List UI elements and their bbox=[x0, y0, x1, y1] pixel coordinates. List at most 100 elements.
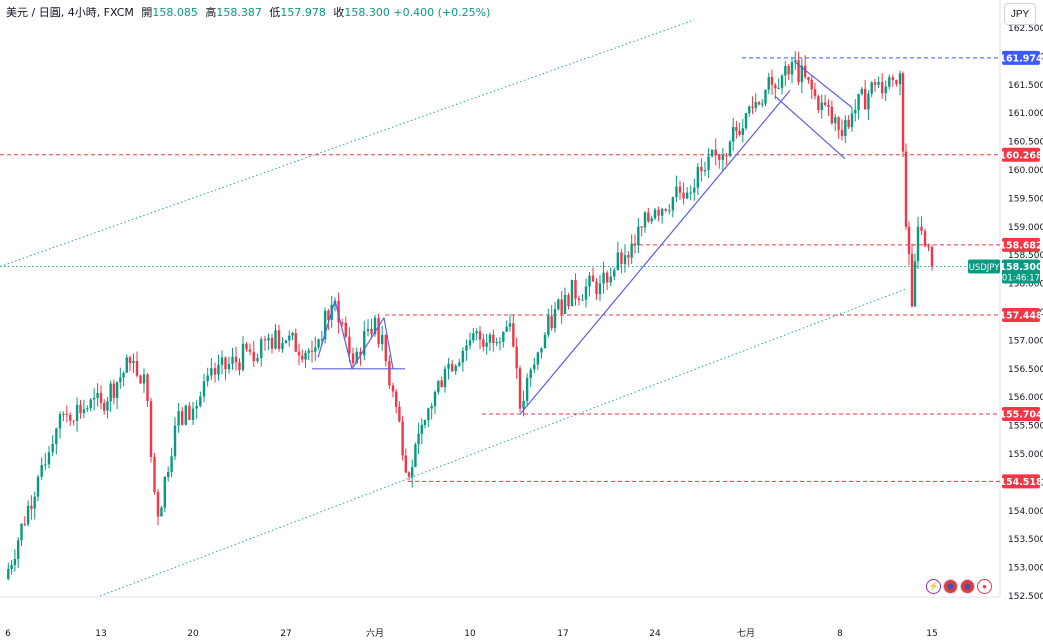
candle-body bbox=[735, 127, 738, 131]
candle-body bbox=[317, 339, 320, 348]
candle-body bbox=[522, 400, 525, 409]
candle-body bbox=[260, 339, 263, 358]
candle-body bbox=[274, 330, 277, 349]
candle-body bbox=[252, 351, 255, 362]
candle-body bbox=[281, 342, 284, 350]
candle-body bbox=[231, 356, 234, 364]
candle-body bbox=[55, 428, 58, 444]
lightning-icon[interactable]: ⚡ bbox=[926, 579, 941, 594]
x-tick-label: 24 bbox=[649, 629, 661, 639]
candle-body bbox=[373, 317, 377, 334]
candle-body bbox=[398, 406, 401, 422]
candle-body bbox=[40, 465, 43, 477]
candle-body bbox=[916, 226, 920, 262]
candle-body bbox=[461, 350, 465, 363]
candle-body bbox=[395, 391, 398, 407]
candle-body bbox=[366, 329, 370, 332]
candle-body bbox=[241, 343, 245, 371]
candle-body bbox=[82, 409, 86, 414]
candle-body bbox=[913, 261, 917, 307]
candle-body bbox=[381, 335, 384, 344]
candle-body bbox=[495, 342, 498, 344]
candle-body bbox=[423, 419, 427, 425]
candle-body bbox=[518, 368, 522, 409]
candle-body bbox=[75, 404, 79, 421]
price-level-value: 154.518 bbox=[999, 477, 1043, 488]
candle-body bbox=[748, 106, 751, 114]
candle-body bbox=[128, 357, 132, 364]
x-tick-label: 15 bbox=[926, 629, 937, 639]
candle-body bbox=[132, 360, 135, 364]
candle-body bbox=[820, 102, 823, 110]
channel-upper-line bbox=[0, 19, 695, 268]
y-tick-label: 154.000 bbox=[1008, 507, 1043, 517]
price-level-value: 160.268 bbox=[999, 150, 1043, 161]
candle-body bbox=[767, 76, 770, 90]
candle-body bbox=[718, 154, 721, 160]
y-tick-label: 158.500 bbox=[1008, 251, 1043, 261]
candle-body bbox=[813, 89, 817, 97]
candle-body bbox=[199, 396, 202, 407]
candle-body bbox=[213, 368, 217, 375]
candle-body bbox=[757, 102, 761, 105]
candle-body bbox=[623, 255, 627, 264]
candle-body bbox=[404, 455, 407, 473]
candle-body bbox=[754, 102, 757, 108]
candle-body bbox=[870, 82, 873, 94]
candle-body bbox=[653, 209, 657, 219]
y-tick-label: 153.000 bbox=[1008, 564, 1043, 574]
candle-body bbox=[547, 315, 550, 335]
wedge-lower-line bbox=[774, 95, 846, 160]
candle-body bbox=[320, 339, 324, 341]
candle-body bbox=[181, 411, 184, 425]
candle-body bbox=[685, 192, 689, 199]
y-tick-label: 160.500 bbox=[1008, 138, 1043, 148]
candle-body bbox=[125, 357, 128, 373]
candle-body bbox=[640, 226, 643, 228]
candle-body bbox=[744, 113, 748, 129]
candle-body bbox=[550, 315, 553, 329]
candle-body bbox=[613, 270, 616, 277]
candle-body bbox=[17, 540, 20, 560]
candle-body bbox=[447, 363, 450, 369]
candle-body bbox=[304, 352, 307, 360]
candle-body bbox=[163, 476, 166, 508]
candle-body bbox=[51, 443, 54, 453]
candle-body bbox=[92, 397, 96, 400]
price-level-value: 161.974 bbox=[999, 53, 1043, 64]
candle-body bbox=[427, 408, 430, 420]
candle-body bbox=[440, 380, 443, 387]
candle-body bbox=[570, 279, 574, 307]
candle-body bbox=[529, 369, 532, 379]
candle-body bbox=[142, 374, 146, 384]
candle-body bbox=[668, 210, 671, 212]
candle-body bbox=[560, 299, 563, 315]
candle-body bbox=[348, 336, 351, 354]
candle-body bbox=[401, 421, 404, 456]
candle-body bbox=[465, 345, 468, 351]
candle-body bbox=[99, 392, 103, 403]
countdown-timer: 01:46:17 bbox=[1002, 274, 1040, 284]
currency-button[interactable]: JPY bbox=[1004, 3, 1036, 25]
candle-body bbox=[891, 77, 895, 80]
record-icon[interactable]: ● bbox=[977, 579, 992, 594]
us-flag-icon[interactable] bbox=[960, 579, 975, 594]
candle-body bbox=[89, 399, 92, 409]
candle-body bbox=[177, 411, 180, 426]
candle-body bbox=[721, 155, 725, 160]
candle-body bbox=[543, 334, 547, 349]
us-flag-icon[interactable] bbox=[943, 579, 958, 594]
candle-body bbox=[30, 505, 33, 509]
candle-body bbox=[725, 155, 728, 157]
candle-body bbox=[220, 357, 224, 365]
candle-body bbox=[797, 60, 800, 83]
candle-body bbox=[384, 335, 387, 361]
y-tick-label: 156.000 bbox=[1008, 393, 1043, 403]
candle-body bbox=[602, 272, 605, 284]
wedge-upper-line bbox=[794, 61, 853, 108]
candle-body bbox=[170, 456, 173, 472]
candle-body bbox=[817, 96, 820, 110]
candle-body bbox=[751, 106, 754, 108]
candle-body bbox=[738, 130, 741, 135]
